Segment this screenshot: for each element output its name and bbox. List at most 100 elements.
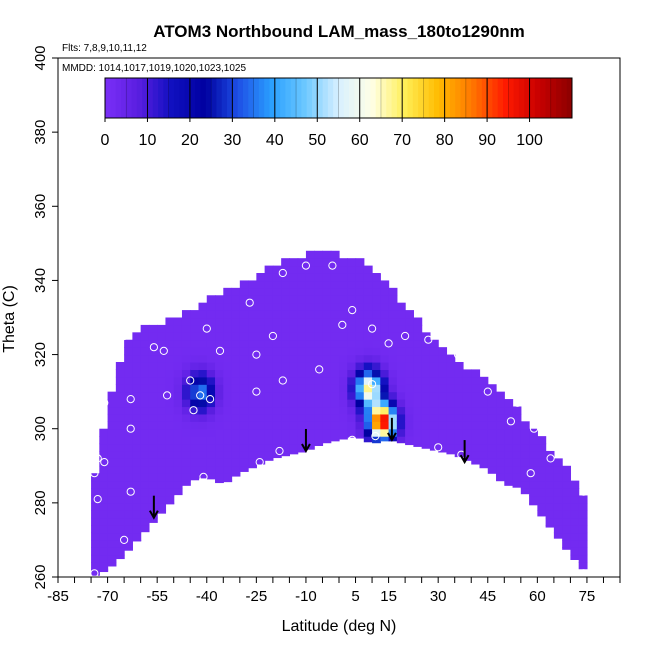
heat-cell (388, 428, 398, 437)
heat-cell (545, 510, 555, 519)
heat-cell (454, 369, 464, 378)
colorbar-segment (147, 78, 154, 118)
heat-cell (363, 361, 373, 370)
heat-cell (512, 450, 522, 459)
heat-cell (438, 399, 448, 408)
heat-cell (289, 369, 299, 378)
heat-cell (215, 317, 224, 326)
heat-cell (132, 473, 142, 482)
heat-cell (413, 436, 423, 445)
heat-cell (115, 473, 125, 482)
heat-cell (339, 302, 348, 311)
heat-cell (132, 369, 142, 378)
heat-cell (322, 413, 332, 422)
heat-cell (487, 399, 497, 408)
heat-cell (190, 450, 200, 459)
heat-cell (173, 458, 183, 467)
heat-cell (512, 458, 522, 467)
heat-cell (165, 332, 175, 341)
colorbar-segment (561, 78, 568, 118)
heat-cell (281, 280, 291, 289)
heat-cell (520, 473, 530, 482)
sample-point (529, 424, 539, 433)
heat-cell (347, 258, 357, 267)
heat-cell (537, 465, 547, 474)
heat-cell (165, 324, 175, 333)
heat-cell (272, 273, 282, 282)
heat-cell (372, 324, 381, 333)
heat-cell (256, 458, 266, 465)
heat-cell (165, 495, 175, 504)
heat-cell (462, 428, 472, 437)
heat-cell (173, 465, 183, 474)
heat-cell (115, 539, 125, 548)
heat-cell (239, 354, 249, 363)
heat-cell (132, 436, 142, 445)
heat-cell (305, 361, 315, 370)
colorbar-segment (131, 78, 138, 118)
heat-cell (339, 265, 348, 274)
heat-cell (198, 450, 208, 459)
heat-cell (231, 339, 241, 348)
heat-cell (289, 391, 299, 400)
heat-cell (297, 369, 307, 378)
heat-cell (223, 287, 233, 296)
heat-cell (322, 280, 332, 289)
heat-cell (198, 354, 208, 363)
heat-cell (157, 413, 167, 422)
heat-cell (479, 399, 489, 408)
heat-cell (206, 443, 216, 452)
heat-cell (347, 436, 357, 438)
heat-cell (553, 532, 563, 539)
heat-cell (537, 502, 547, 511)
heat-cell (421, 369, 431, 378)
heat-cell (115, 421, 125, 430)
heat-cell (272, 413, 282, 422)
heat-cell (322, 273, 332, 282)
heat-cell (124, 525, 133, 534)
heat-cell (181, 399, 191, 408)
y-tick-label: 380 (32, 120, 49, 145)
heat-cell (173, 436, 183, 445)
heat-cell (305, 302, 315, 311)
heat-cell (305, 250, 315, 259)
heat-cell (132, 443, 142, 452)
colorbar-segment (380, 78, 387, 118)
heat-cell (206, 399, 216, 408)
heat-cell (347, 339, 357, 348)
heat-cell (148, 361, 158, 370)
heat-cell (264, 310, 274, 319)
heat-cell (206, 332, 216, 341)
heat-cell (157, 502, 167, 511)
heat-cell (107, 495, 117, 504)
heat-cell (372, 361, 381, 370)
heat-cell (305, 287, 315, 296)
heat-cell (272, 399, 282, 408)
heat-cell (446, 391, 456, 400)
heat-cell (462, 391, 472, 400)
heat-cell (289, 295, 299, 304)
heat-cell (148, 324, 158, 333)
heat-cell (256, 443, 266, 452)
heat-cell (206, 354, 216, 363)
heat-cell (99, 547, 109, 556)
sample-point (526, 469, 535, 478)
heat-cell (256, 399, 266, 408)
heat-cell (314, 324, 324, 333)
heat-cell (504, 428, 514, 437)
heat-cell (231, 287, 241, 296)
heat-cell (347, 428, 357, 437)
colorbar-segment (274, 78, 281, 118)
heat-cell (388, 317, 398, 326)
heat-cell (206, 473, 216, 480)
heat-cell (314, 332, 324, 341)
heat-cell (206, 302, 216, 311)
heat-cell (239, 421, 249, 430)
heat-cell (289, 273, 299, 282)
heat-cell (157, 369, 167, 378)
heat-cell (157, 450, 167, 459)
heat-cell (281, 310, 291, 319)
x-tick-label: 75 (579, 588, 596, 605)
heat-cell (231, 465, 241, 474)
heat-cell (330, 391, 340, 400)
